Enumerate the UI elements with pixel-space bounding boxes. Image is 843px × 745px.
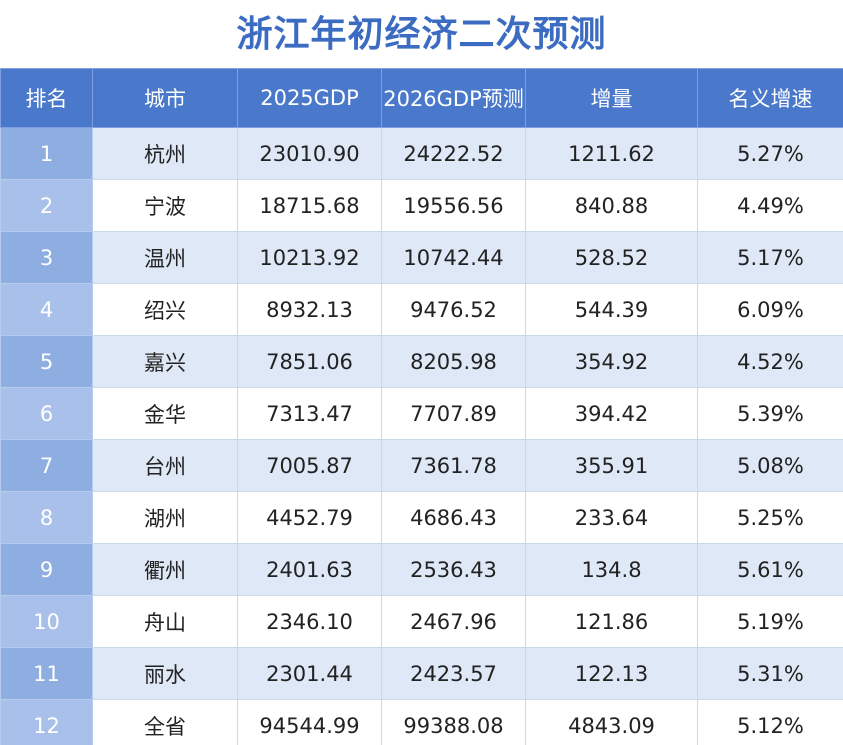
table-cell: 10213.92 — [237, 231, 382, 284]
table-cell: 7707.89 — [381, 387, 526, 440]
table-cell: 2401.63 — [237, 543, 382, 596]
table-cell: 94544.99 — [237, 699, 382, 745]
table-cell: 台州 — [92, 439, 238, 492]
table-cell: 7313.47 — [237, 387, 382, 440]
table-cell: 2467.96 — [381, 595, 526, 648]
table-cell: 5.31% — [697, 647, 843, 700]
table-cell: 10742.44 — [381, 231, 526, 284]
rank-cell: 12 — [0, 699, 93, 745]
table-cell: 5.19% — [697, 595, 843, 648]
table-cell: 5.17% — [697, 231, 843, 284]
table-cell: 4686.43 — [381, 491, 526, 544]
table-cell: 5.12% — [697, 699, 843, 745]
table-cell: 355.91 — [525, 439, 698, 492]
table-row: 3 温州 10213.92 10742.44 528.52 5.17% — [0, 231, 843, 284]
table-row: 7 台州 7005.87 7361.78 355.91 5.08% — [0, 439, 843, 492]
table-cell: 544.39 — [525, 283, 698, 336]
title: 浙江年初经济二次预测 — [236, 14, 607, 55]
gdp-table: 排名 城市 2025GDP 2026GDP预测 增量 名义增速 1 杭州 23010.90 24… — [0, 68, 843, 745]
table-cell: 5.27% — [697, 127, 843, 180]
table-cell: 5.08% — [697, 439, 843, 492]
table-cell: 7005.87 — [237, 439, 382, 492]
table-row: 1 杭州 23010.90 24222.52 1211.62 5.27% — [0, 127, 843, 180]
table-row: 2 宁波 18715.68 19556.56 840.88 4.49% — [0, 179, 843, 232]
table-cell: 宁波 — [92, 179, 238, 232]
table-cell: 2346.10 — [237, 595, 382, 648]
rank-cell: 2 — [0, 179, 93, 232]
table-cell: 嘉兴 — [92, 335, 238, 388]
table-cell: 5.61% — [697, 543, 843, 596]
rank-cell: 5 — [0, 335, 93, 388]
table-cell: 1211.62 — [525, 127, 698, 180]
table-cell: 99388.08 — [381, 699, 526, 745]
table-row: 8 湖州 4452.79 4686.43 233.64 5.25% — [0, 491, 843, 544]
column-header: 排名 — [0, 68, 93, 128]
table-cell: 舟山 — [92, 595, 238, 648]
column-header: 城市 — [92, 68, 238, 128]
table-cell: 绍兴 — [92, 283, 238, 336]
table-cell: 衢州 — [92, 543, 238, 596]
table-cell: 金华 — [92, 387, 238, 440]
table-cell: 7851.06 — [237, 335, 382, 388]
table-cell: 354.92 — [525, 335, 698, 388]
table-cell: 7361.78 — [381, 439, 526, 492]
table-cell: 丽水 — [92, 647, 238, 700]
table-cell: 湖州 — [92, 491, 238, 544]
rank-cell: 8 — [0, 491, 93, 544]
header-row: 排名 城市 2025GDP 2026GDP预测 增量 名义增速 — [0, 68, 843, 128]
rank-cell: 6 — [0, 387, 93, 440]
table-cell: 4.49% — [697, 179, 843, 232]
table-row: 6 金华 7313.47 7707.89 394.42 5.39% — [0, 387, 843, 440]
table-cell: 122.13 — [525, 647, 698, 700]
table-cell: 温州 — [92, 231, 238, 284]
table-cell: 2423.57 — [381, 647, 526, 700]
rank-cell: 4 — [0, 283, 93, 336]
table-cell: 8932.13 — [237, 283, 382, 336]
table-row: 12 全省 94544.99 99388.08 4843.09 5.12% — [0, 699, 843, 745]
table-cell: 233.64 — [525, 491, 698, 544]
column-header: 2025GDP — [237, 68, 382, 128]
table-row: 11 丽水 2301.44 2423.57 122.13 5.31% — [0, 647, 843, 700]
column-header: 2026GDP预测 — [381, 68, 526, 128]
rank-cell: 1 — [0, 127, 93, 180]
table-row: 10 舟山 2346.10 2467.96 121.86 5.19% — [0, 595, 843, 648]
table-cell: 5.25% — [697, 491, 843, 544]
table-row: 5 嘉兴 7851.06 8205.98 354.92 4.52% — [0, 335, 843, 388]
table-cell: 杭州 — [92, 127, 238, 180]
table-row: 9 衢州 2401.63 2536.43 134.8 5.61% — [0, 543, 843, 596]
table-cell: 23010.90 — [237, 127, 382, 180]
table-cell: 19556.56 — [381, 179, 526, 232]
column-header: 增量 — [525, 68, 698, 128]
rank-cell: 9 — [0, 543, 93, 596]
table-cell: 2536.43 — [381, 543, 526, 596]
table-cell: 840.88 — [525, 179, 698, 232]
table-cell: 4.52% — [697, 335, 843, 388]
table-cell: 6.09% — [697, 283, 843, 336]
table-row: 4 绍兴 8932.13 9476.52 544.39 6.09% — [0, 283, 843, 336]
table-cell: 4843.09 — [525, 699, 698, 745]
table-cell: 121.86 — [525, 595, 698, 648]
table-cell: 8205.98 — [381, 335, 526, 388]
table-cell: 134.8 — [525, 543, 698, 596]
table-cell: 全省 — [92, 699, 238, 745]
rank-cell: 11 — [0, 647, 93, 700]
rank-cell: 3 — [0, 231, 93, 284]
table-cell: 394.42 — [525, 387, 698, 440]
table-cell: 4452.79 — [237, 491, 382, 544]
table-cell: 9476.52 — [381, 283, 526, 336]
column-header: 名义增速 — [697, 68, 843, 128]
table-cell: 2301.44 — [237, 647, 382, 700]
table-cell: 5.39% — [697, 387, 843, 440]
rank-cell: 10 — [0, 595, 93, 648]
table-cell: 24222.52 — [381, 127, 526, 180]
table-cell: 18715.68 — [237, 179, 382, 232]
rank-cell: 7 — [0, 439, 93, 492]
table-cell: 528.52 — [525, 231, 698, 284]
